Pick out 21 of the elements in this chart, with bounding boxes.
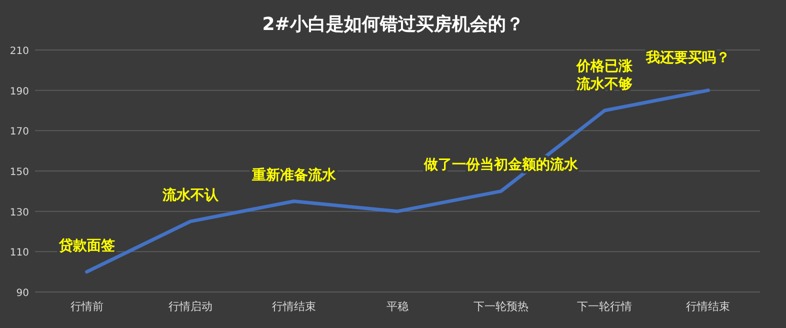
y-tick-label: 110 xyxy=(10,248,29,259)
annotation: 贷款面签 xyxy=(58,236,115,254)
y-tick-label: 190 xyxy=(10,86,29,98)
y-tick-label: 130 xyxy=(10,207,29,218)
annotation: 我还要买吗？ xyxy=(645,50,730,66)
annotation: 流水不认 xyxy=(161,186,220,204)
y-tick-label: 170 xyxy=(10,126,29,138)
x-tick-label: 下一轮行情 xyxy=(577,300,632,313)
x-tick-label: 下一轮预热 xyxy=(474,300,529,313)
x-tick-label: 行情前 xyxy=(70,300,104,313)
x-tick-label: 行情结束 xyxy=(686,300,730,313)
x-tick-label: 行情启动 xyxy=(168,300,212,313)
chart-title: 2#小白是如何错过买房机会的？ xyxy=(262,14,524,35)
annotation: 重新准备流水 xyxy=(250,166,337,184)
y-tick-label: 90 xyxy=(16,288,29,299)
y-tick-label: 210 xyxy=(10,46,29,57)
annotation: 价格已涨 xyxy=(576,58,634,74)
y-tick-label: 150 xyxy=(10,167,29,178)
x-tick-label: 平稳 xyxy=(386,300,408,313)
annotation: 流水不够 xyxy=(576,76,633,92)
x-tick-label: 行情结束 xyxy=(272,300,316,313)
